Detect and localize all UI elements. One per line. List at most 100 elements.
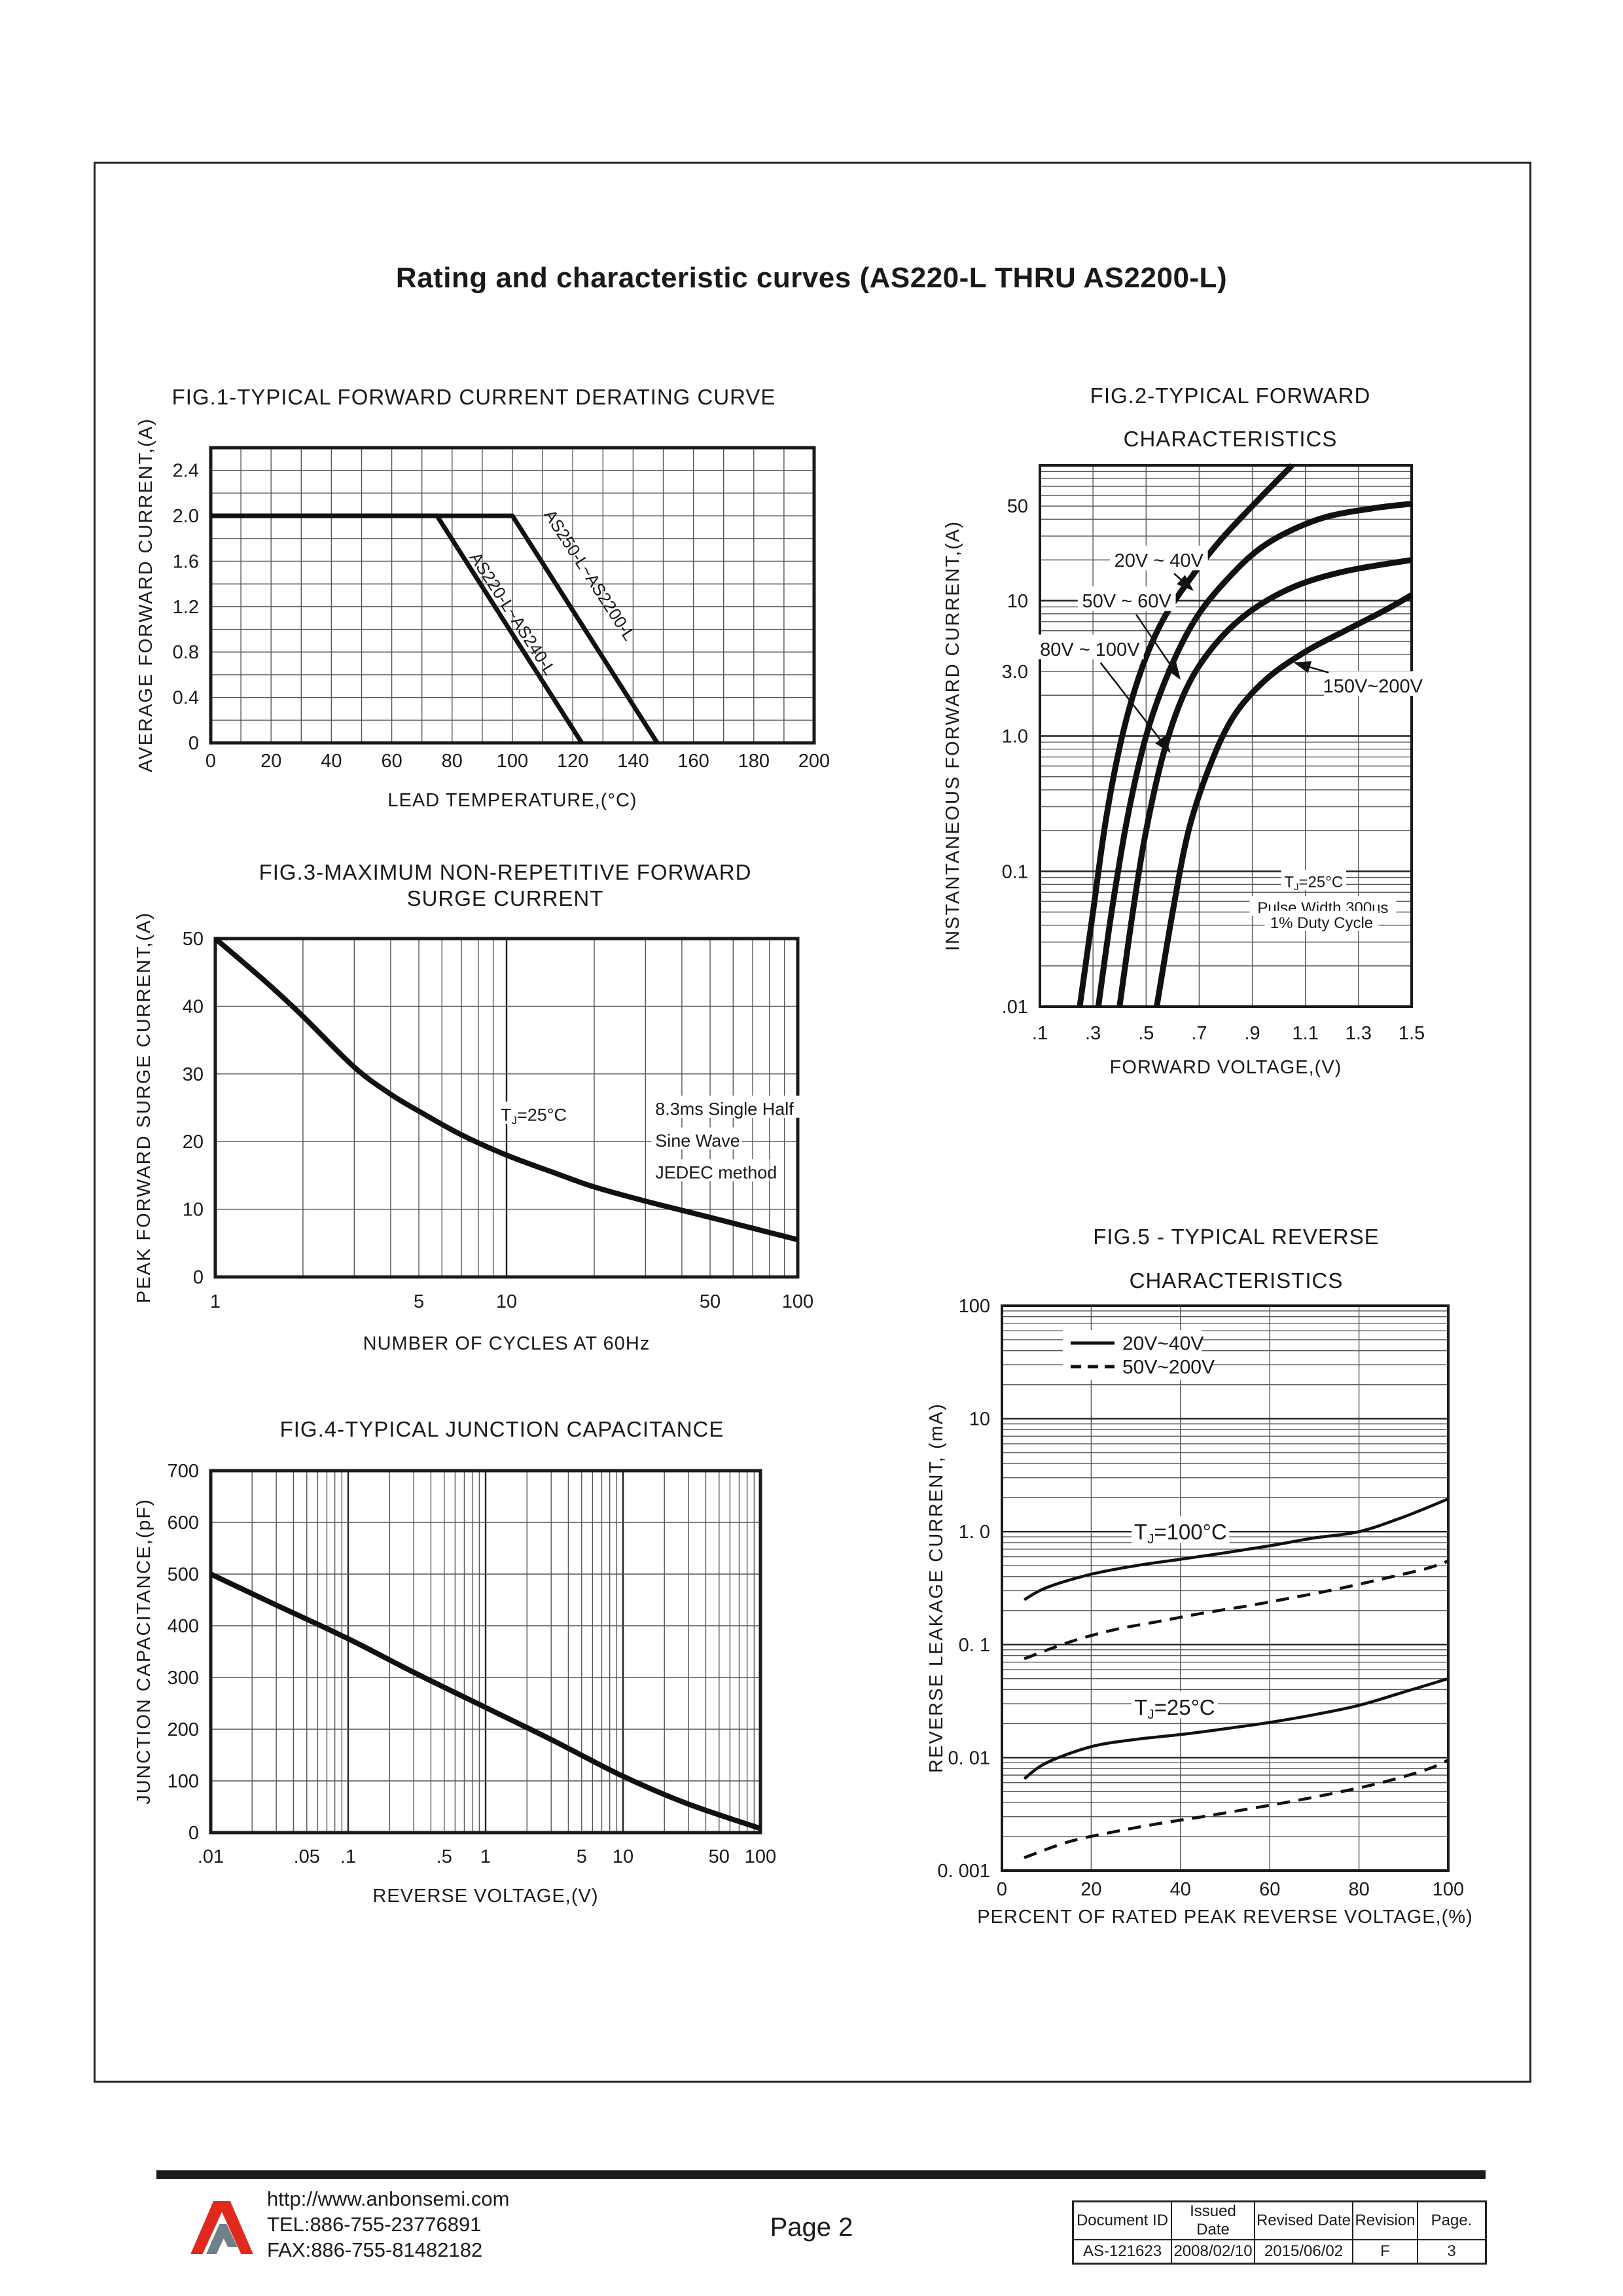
fig4-typical-junction-capacitance: .01 .05 .1 .5 1 5 10 50 100 700 600 500 400 300 200 100… [134, 1417, 776, 1907]
svg-text:100: 100 [168, 1771, 199, 1792]
svg-text:1.3: 1.3 [1346, 1023, 1372, 1044]
svg-text:2.4: 2.4 [173, 461, 199, 482]
svg-text:200: 200 [798, 751, 830, 772]
svg-text:REVERSE VOLTAGE,(V): REVERSE VOLTAGE,(V) [372, 1886, 598, 1907]
svg-text:200: 200 [168, 1719, 199, 1740]
svg-text:120: 120 [557, 751, 588, 772]
svg-text:10: 10 [613, 1846, 633, 1867]
svg-text:0: 0 [193, 1267, 204, 1288]
svg-text:50: 50 [700, 1291, 721, 1312]
svg-text:1: 1 [210, 1291, 221, 1312]
header-document-id: Document ID [1072, 2200, 1172, 2240]
svg-text:80: 80 [442, 751, 463, 772]
svg-text:160: 160 [677, 751, 709, 772]
header-revision: Revision [1352, 2200, 1418, 2240]
curve-50v-60v [1095, 501, 1412, 1007]
svg-text:1% Duty Cycle: 1% Duty Cycle [1270, 914, 1373, 932]
company-url: http://www.anbonsemi.com [267, 2187, 510, 2210]
svg-text:20: 20 [1080, 1879, 1101, 1900]
svg-text:50: 50 [1007, 496, 1028, 517]
svg-text:300: 300 [168, 1668, 199, 1689]
svg-text:700: 700 [168, 1461, 199, 1482]
header-page: Page. [1417, 2200, 1487, 2240]
svg-text:INSTANTANEOUS FORWARD CURRENT,: INSTANTANEOUS FORWARD CURRENT,(A) [942, 520, 963, 951]
svg-text:0.8: 0.8 [173, 642, 199, 663]
svg-text:PEAK FORWARD SURGE CURRENT,(A): PEAK FORWARD SURGE CURRENT,(A) [134, 912, 154, 1303]
figure-title: FIG.4-TYPICAL JUNCTION CAPACITANCE [280, 1417, 724, 1441]
svg-text:.1: .1 [1032, 1023, 1048, 1044]
svg-text:FORWARD VOLTAGE,(V): FORWARD VOLTAGE,(V) [1110, 1057, 1342, 1078]
page-number: Page 2 [770, 2213, 853, 2242]
page-border [94, 162, 1531, 2083]
figure-title: FIG.1-TYPICAL FORWARD CURRENT DERATING C… [172, 385, 776, 409]
svg-text:TJ=25°C: TJ=25°C [501, 1105, 567, 1127]
curve-surge-current [213, 936, 798, 1243]
svg-text:1.5: 1.5 [1399, 1023, 1425, 1044]
svg-text:0: 0 [188, 733, 199, 754]
figure-title: CHARACTERISTICS [1124, 427, 1338, 451]
svg-text:1.2: 1.2 [173, 597, 199, 618]
curve-junction-capacitance [209, 1571, 762, 1831]
svg-text:500: 500 [168, 1564, 199, 1585]
svg-text:0. 01: 0. 01 [948, 1748, 991, 1768]
svg-text:0: 0 [997, 1879, 1007, 1900]
svg-text:2.0: 2.0 [173, 506, 199, 527]
svg-text:10: 10 [1007, 591, 1028, 612]
svg-text:60: 60 [1259, 1879, 1280, 1900]
svg-text:150V~200V: 150V~200V [1323, 676, 1423, 697]
svg-text:.3: .3 [1085, 1023, 1101, 1044]
svg-text:30: 30 [183, 1064, 204, 1085]
svg-text:20V~40V: 20V~40V [1122, 1333, 1204, 1355]
svg-text:140: 140 [617, 751, 649, 772]
svg-text:.05: .05 [294, 1846, 320, 1867]
svg-text:0. 001: 0. 001 [937, 1861, 990, 1882]
svg-text:50: 50 [709, 1846, 730, 1867]
svg-text:600: 600 [168, 1513, 199, 1534]
svg-text:JEDEC method: JEDEC method [655, 1162, 777, 1182]
table-header-row: Document ID Issued Date Revised Date Rev… [1072, 2200, 1487, 2240]
table-value-row: AS-121623 2008/02/10 2015/06/02 F 3 [1072, 2239, 1487, 2265]
company-fax: FAX:886-755-81482182 [267, 2238, 483, 2261]
value-issued-date: 2008/02/10 [1171, 2239, 1255, 2265]
value-page: 3 [1417, 2239, 1487, 2265]
logo-inner-triangle [206, 2224, 238, 2254]
svg-text:40: 40 [1170, 1879, 1191, 1900]
svg-text:.01: .01 [1002, 997, 1028, 1018]
svg-text:LEAD TEMPERATURE,(°C): LEAD TEMPERATURE,(°C) [387, 790, 637, 811]
figure-title: FIG.2-TYPICAL FORWARD [1090, 384, 1371, 408]
anbon-logo [190, 2201, 253, 2254]
header-issued-date: Issued Date [1171, 2200, 1255, 2240]
svg-text:40: 40 [321, 751, 342, 772]
svg-text:REVERSE LEAKAGE CURRENT, (mA): REVERSE LEAKAGE CURRENT, (mA) [926, 1403, 947, 1773]
svg-text:TJ=100°C: TJ=100°C [1134, 1520, 1227, 1547]
curve-150v-200v [1154, 592, 1414, 1007]
svg-text:100: 100 [497, 751, 528, 772]
svg-text:AVERAGE FORWARD CURRENT,(A): AVERAGE FORWARD CURRENT,(A) [135, 418, 156, 772]
figure-title: FIG.3-MAXIMUM NON-REPETITIVE FORWARD [259, 860, 752, 884]
svg-text:TJ=25°C: TJ=25°C [1134, 1695, 1215, 1722]
svg-text:80: 80 [1348, 1879, 1369, 1900]
svg-text:60: 60 [381, 751, 402, 772]
svg-text:0.4: 0.4 [173, 688, 199, 709]
svg-text:TJ=25°C: TJ=25°C [1284, 874, 1343, 893]
svg-text:8.3ms Single Half: 8.3ms Single Half [655, 1099, 794, 1119]
svg-text:50V ~ 60V: 50V ~ 60V [1082, 591, 1172, 612]
page-title: Rating and characteristic curves (AS220-… [395, 262, 1228, 294]
value-revision: F [1352, 2239, 1418, 2265]
curve-20v-40v [1077, 463, 1294, 1007]
figure-title: FIG.5 - TYPICAL REVERSE [1093, 1225, 1379, 1249]
svg-text:1. 0: 1. 0 [959, 1522, 990, 1543]
svg-text:100: 100 [745, 1846, 776, 1867]
svg-text:.01: .01 [198, 1846, 224, 1867]
svg-text:Sine Wave: Sine Wave [655, 1131, 740, 1151]
svg-text:100: 100 [959, 1296, 990, 1317]
svg-text:0.1: 0.1 [1002, 861, 1028, 882]
svg-text:40: 40 [183, 996, 204, 1017]
svg-text:.9: .9 [1244, 1023, 1260, 1044]
svg-text:.5: .5 [1138, 1023, 1154, 1044]
svg-text:20V ~ 40V: 20V ~ 40V [1115, 550, 1204, 571]
